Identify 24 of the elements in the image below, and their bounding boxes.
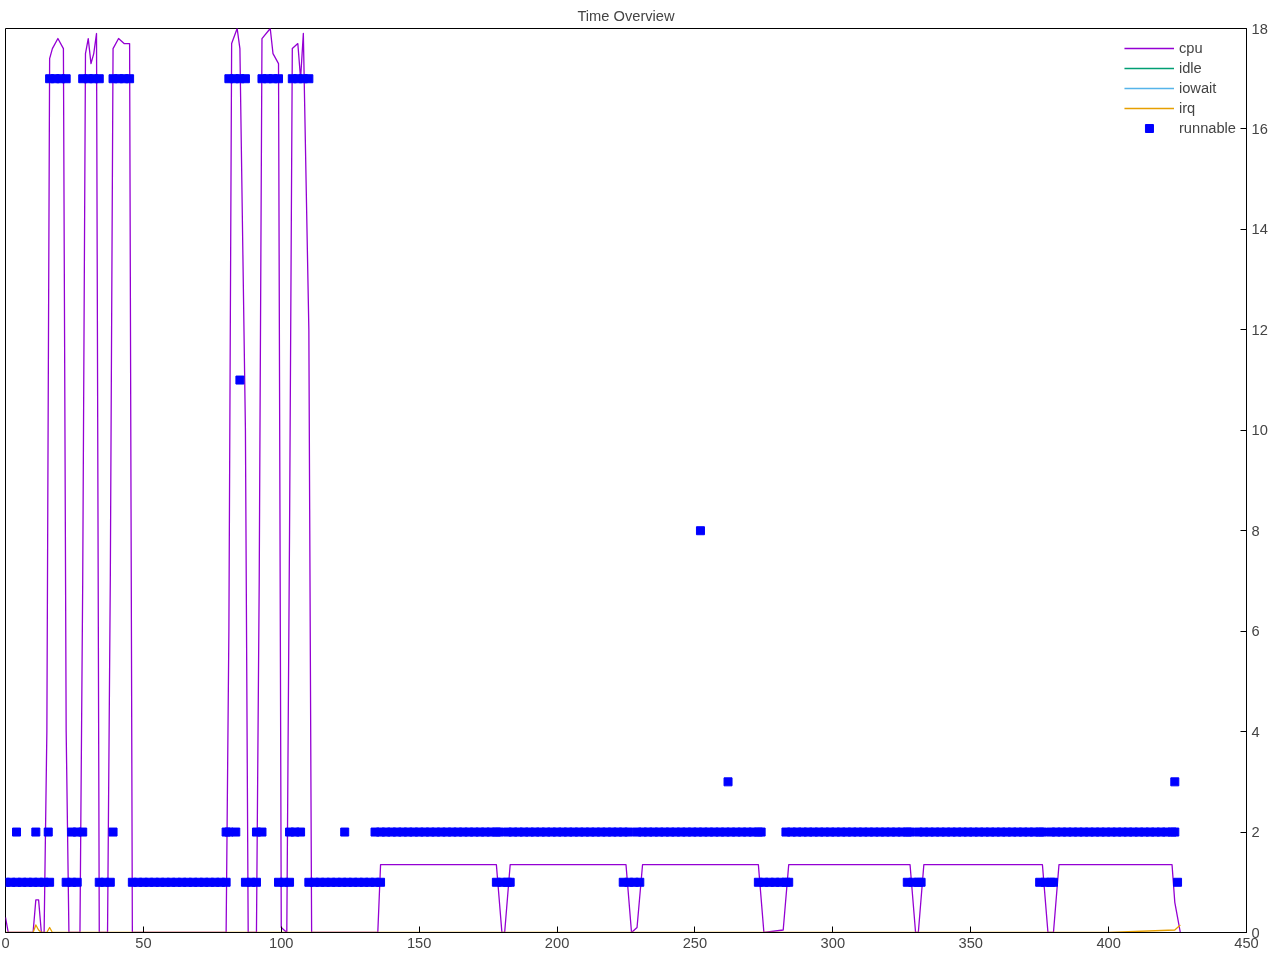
x-tick-label: 350 [958, 934, 983, 951]
y-tick-label: 14 [1251, 221, 1268, 238]
x-tick-label: 250 [682, 934, 708, 951]
legend-label: cpu [1178, 40, 1203, 56]
x-tick-label: 0 [1, 934, 10, 951]
legend-label: irq [1178, 100, 1197, 116]
y-tick-label: 10 [1251, 422, 1268, 439]
x-tick-label: 150 [406, 934, 432, 951]
legend-label: runnable [1178, 120, 1236, 136]
y-tick-label: 4 [1251, 723, 1260, 740]
y-tick-label: 6 [1251, 623, 1260, 640]
legend-label: idle [1178, 60, 1202, 76]
chart-title: Time Overview [577, 7, 675, 24]
y-tick-label: 2 [1251, 824, 1260, 841]
x-tick-label: 100 [269, 934, 294, 951]
x-tick-label: 200 [544, 934, 570, 951]
y-tick-label: 18 [1251, 20, 1268, 37]
y-tick-label: 12 [1251, 321, 1268, 338]
y-tick-label: 8 [1251, 522, 1260, 539]
legend-label: iowait [1178, 80, 1217, 96]
y-tick-label: 16 [1251, 120, 1268, 137]
x-tick-label: 300 [820, 934, 846, 951]
x-tick-label: 400 [1096, 934, 1121, 951]
x-tick-label: 50 [135, 934, 152, 951]
